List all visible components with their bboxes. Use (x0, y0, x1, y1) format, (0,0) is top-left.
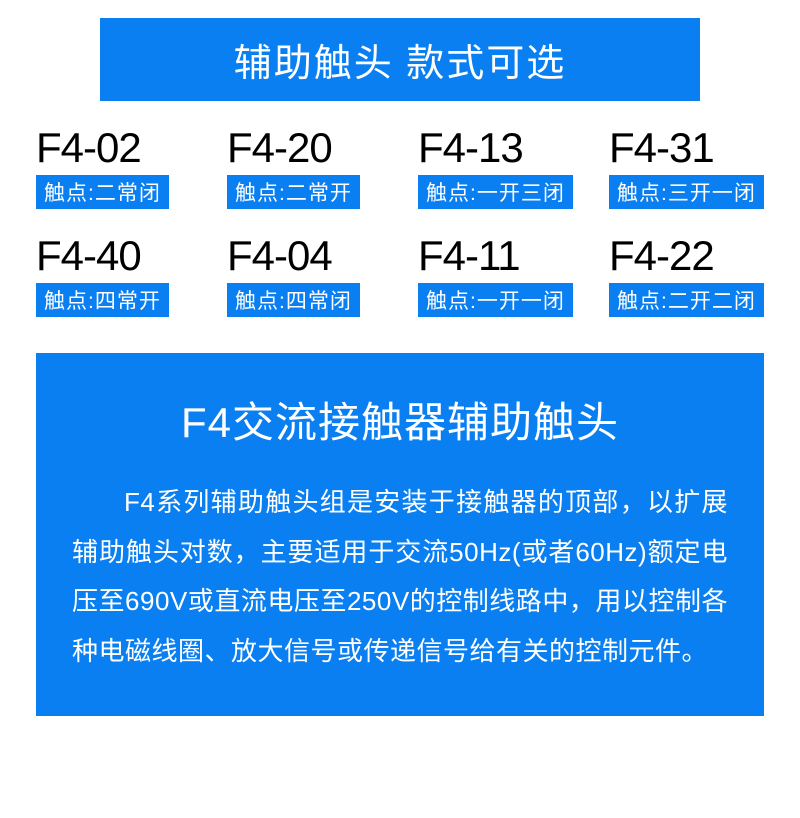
model-desc: 触点:四常开 (36, 283, 169, 317)
model-item: F4-20 触点:二常开 (227, 125, 382, 209)
model-code: F4-13 (418, 125, 523, 171)
info-title: F4交流接触器辅助触头 (72, 389, 728, 450)
model-desc: 触点:二常闭 (36, 175, 169, 209)
model-item: F4-13 触点:一开三闭 (418, 125, 573, 209)
model-item: F4-04 触点:四常闭 (227, 233, 382, 317)
header-banner: 辅助触头 款式可选 (100, 18, 700, 101)
model-desc: 触点:四常闭 (227, 283, 360, 317)
model-desc: 触点:三开一闭 (609, 175, 764, 209)
model-item: F4-11 触点:一开一闭 (418, 233, 573, 317)
model-item: F4-31 触点:三开一闭 (609, 125, 764, 209)
model-code: F4-11 (418, 233, 520, 279)
models-grid: F4-02 触点:二常闭 F4-20 触点:二常开 F4-13 触点:一开三闭 … (0, 125, 800, 317)
model-code: F4-31 (609, 125, 714, 171)
info-panel: F4交流接触器辅助触头 F4系列辅助触头组是安装于接触器的顶部，以扩展辅助触头对… (36, 353, 764, 716)
model-desc: 触点:一开三闭 (418, 175, 573, 209)
model-code: F4-40 (36, 233, 141, 279)
info-body: F4系列辅助触头组是安装于接触器的顶部，以扩展辅助触头对数，主要适用于交流50H… (72, 478, 728, 676)
model-code: F4-02 (36, 125, 141, 171)
model-item: F4-22 触点:二开二闭 (609, 233, 764, 317)
model-code: F4-04 (227, 233, 332, 279)
model-desc: 触点:二开二闭 (609, 283, 764, 317)
model-item: F4-02 触点:二常闭 (36, 125, 191, 209)
model-code: F4-22 (609, 233, 714, 279)
model-desc: 触点:一开一闭 (418, 283, 573, 317)
model-desc: 触点:二常开 (227, 175, 360, 209)
model-code: F4-20 (227, 125, 332, 171)
model-item: F4-40 触点:四常开 (36, 233, 191, 317)
